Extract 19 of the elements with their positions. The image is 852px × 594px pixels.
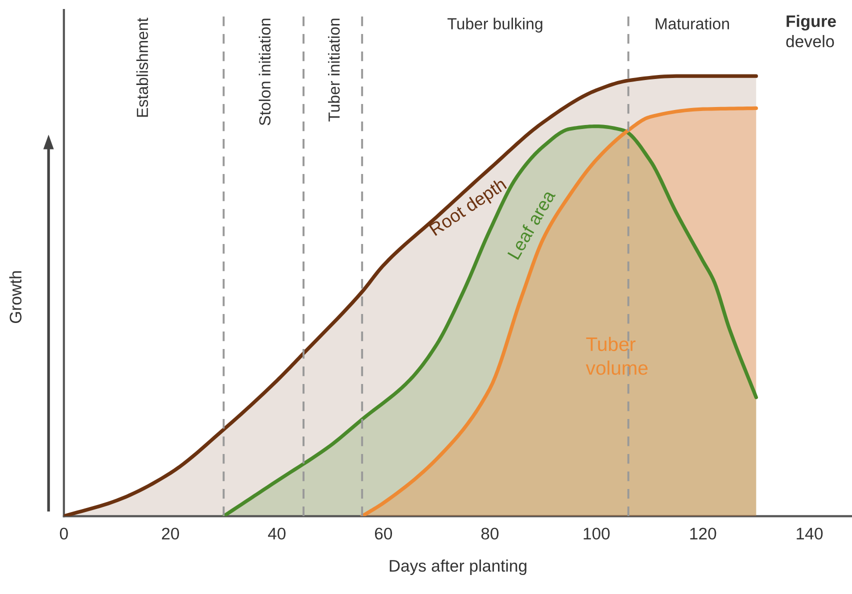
annotation: Tuber initiation — [328, 18, 340, 122]
x-tick-label: 40 — [268, 528, 286, 540]
x-axis-title: Days after planting — [390, 560, 526, 576]
x-tick-label: 20 — [162, 528, 180, 540]
text: develo — [786, 35, 834, 48]
series-label: Root depth — [428, 177, 509, 239]
x-tick-label: 140 — [796, 528, 823, 540]
text: Figure — [786, 14, 836, 30]
annotation: Establishment — [136, 18, 148, 117]
series-label: Tuber volume — [586, 336, 648, 375]
annotation: Stolon initiation — [258, 18, 271, 126]
text: Maturation — [656, 18, 729, 30]
text: Tuber bulking — [448, 18, 542, 33]
x-tick-label: 100 — [584, 528, 610, 540]
x-tick-label: 80 — [481, 528, 499, 540]
y-axis-title: Growth — [9, 271, 22, 324]
x-tick-label: 0 — [60, 528, 68, 540]
x-tick-label: 60 — [374, 528, 392, 540]
x-tick-label: 120 — [690, 528, 716, 540]
